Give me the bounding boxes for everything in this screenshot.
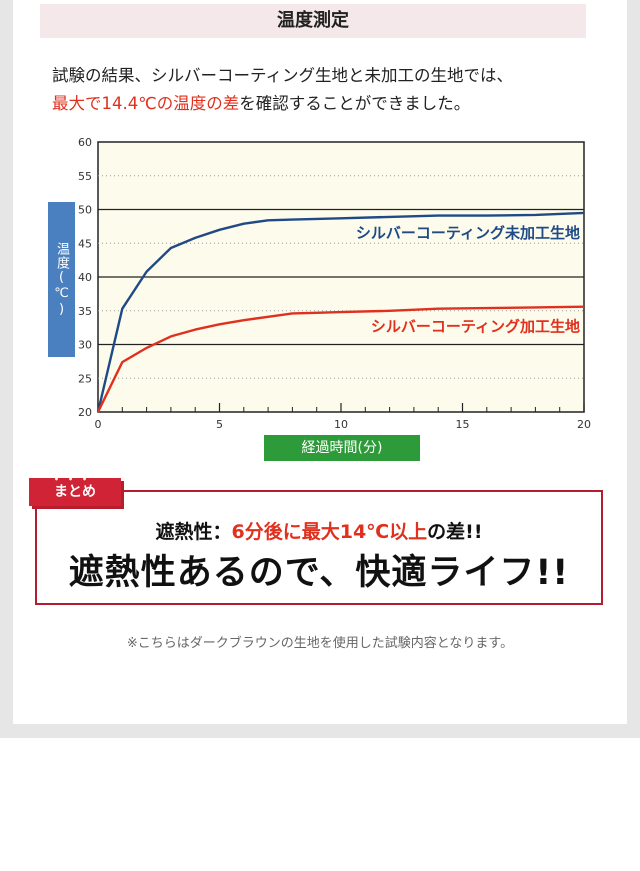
intro-text: 試験の結果、シルバーコーティング生地と未加工の生地では、 最大で14.4℃の温度… — [52, 62, 612, 118]
y-tick-50: 50 — [78, 204, 92, 217]
summary-suffix: の差!! — [427, 521, 483, 543]
summary-highlight: 6分後に最大14℃以上 — [231, 521, 428, 543]
y-tick-35: 35 — [78, 305, 92, 318]
y-tick-25: 25 — [78, 372, 92, 385]
y-tick-20: 20 — [78, 406, 92, 419]
section-heading: 温度測定 — [40, 4, 586, 38]
y-tick-60: 60 — [78, 136, 92, 149]
x-tick-15: 15 — [456, 418, 470, 431]
intro-line-2: 最大で14.4℃の温度の差を確認することができました。 — [52, 90, 612, 118]
summary-headline: 遮熱性あるので、快適ライフ!! — [68, 553, 570, 593]
tag-dots: ••• — [53, 475, 97, 484]
intro-line-1: 試験の結果、シルバーコーティング生地と未加工の生地では、 — [52, 66, 514, 85]
summary-tag-label: まとめ — [54, 484, 96, 500]
series-label-2: シルバーコーティング加工生地 — [371, 318, 580, 336]
intro-line-2-rest: を確認することができました。 — [239, 94, 471, 113]
chart-svg: 20 25 30 35 40 45 50 55 60 0 5 10 15 20 シルバーコーティング未加工生… — [78, 136, 591, 431]
x-tick-10: 10 — [334, 418, 348, 431]
y-tick-45: 45 — [78, 237, 92, 250]
y-tick-40: 40 — [78, 271, 92, 284]
series-line-2 — [96, 305, 585, 413]
y-tick-55: 55 — [78, 170, 92, 183]
x-tick-5: 5 — [216, 418, 223, 431]
x-axis-label: 経過時間(分) — [264, 435, 420, 461]
y-tick-30: 30 — [78, 339, 92, 352]
x-tick-20: 20 — [577, 418, 591, 431]
temperature-chart: 20 25 30 35 40 45 50 55 60 0 5 10 15 20 シルバーコーティング未加工生… — [40, 132, 610, 462]
summary-prefix: 遮熱性： — [155, 521, 232, 543]
summary-tag: ••• まとめ — [29, 475, 121, 506]
series-line-1 — [96, 211, 585, 413]
footnote: ※こちらはダークブラウンの生地を使用した試験内容となります。 — [126, 636, 514, 651]
y-axis-label: 温度(℃) — [48, 202, 75, 357]
series-label-1: シルバーコーティング未加工生地 — [356, 224, 580, 242]
x-tick-0: 0 — [95, 418, 102, 431]
summary-line-1: 遮熱性：6分後に最大14℃以上の差!! — [37, 517, 601, 544]
summary-box: 遮熱性：6分後に最大14℃以上の差!! 遮熱性あるので、快適ライフ!! — [35, 490, 603, 605]
intro-highlight: 最大で14.4℃の温度の差 — [52, 94, 240, 113]
